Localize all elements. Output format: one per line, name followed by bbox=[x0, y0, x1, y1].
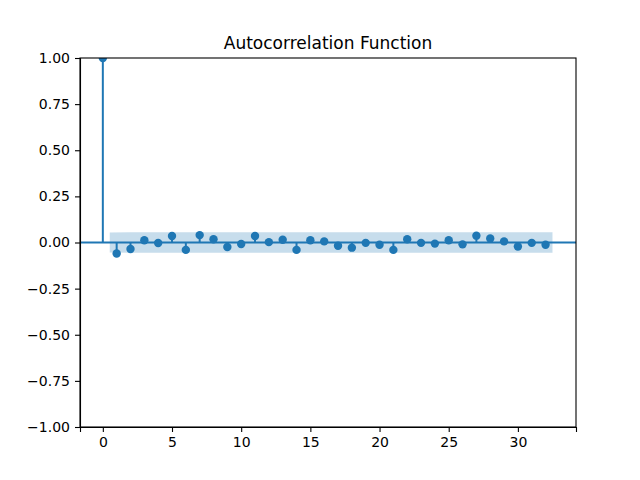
tick: 1.00 bbox=[39, 50, 80, 66]
marker bbox=[168, 232, 176, 240]
tick-mark bbox=[75, 196, 80, 197]
tick: 25 bbox=[440, 427, 458, 450]
marker bbox=[154, 239, 162, 247]
marker bbox=[320, 237, 328, 245]
tick: 0.75 bbox=[39, 96, 80, 112]
marker bbox=[431, 239, 439, 247]
x-axis: 0 5 10 15 20 25 30 bbox=[81, 427, 577, 450]
marker bbox=[472, 231, 480, 239]
marker bbox=[445, 236, 453, 244]
marker bbox=[334, 242, 342, 250]
tick: 0.00 bbox=[39, 234, 80, 250]
frame bbox=[80, 58, 576, 427]
tick-mark bbox=[75, 381, 80, 382]
marker bbox=[140, 236, 148, 244]
tick-mark bbox=[75, 242, 80, 243]
marker bbox=[362, 239, 370, 247]
tick: 0.50 bbox=[39, 142, 80, 158]
tick-label: 0.25 bbox=[39, 188, 70, 204]
marker bbox=[389, 246, 397, 254]
tick-mark bbox=[75, 335, 80, 336]
marker bbox=[265, 238, 273, 246]
tick-mark bbox=[103, 427, 104, 432]
tick: 20 bbox=[371, 427, 389, 450]
marker bbox=[458, 240, 466, 248]
tick-label: −0.25 bbox=[27, 281, 70, 297]
tick-mark bbox=[75, 427, 80, 428]
marker bbox=[514, 242, 522, 250]
tick: −0.75 bbox=[27, 373, 80, 389]
chart: 0 5 10 15 20 25 30 −1.00 −0.75 −0.50 −0.25 0.00 0.25… bbox=[0, 0, 640, 480]
tick: 0 bbox=[99, 427, 108, 450]
marker bbox=[403, 235, 411, 243]
marker bbox=[417, 239, 425, 247]
marker bbox=[237, 240, 245, 248]
tick-mark bbox=[310, 427, 311, 432]
marker bbox=[251, 232, 259, 240]
tick-label: 0.50 bbox=[39, 142, 70, 158]
marker bbox=[528, 239, 536, 247]
tick: 10 bbox=[233, 427, 251, 450]
tick-label: 25 bbox=[440, 434, 458, 450]
tick-mark bbox=[518, 427, 519, 432]
marker bbox=[348, 243, 356, 251]
marker bbox=[375, 241, 383, 249]
tick-label: −0.50 bbox=[27, 327, 70, 343]
tick-mark bbox=[75, 289, 80, 290]
marker bbox=[486, 234, 494, 242]
tick-label: 5 bbox=[168, 434, 177, 450]
tick-mark bbox=[172, 427, 173, 432]
marker bbox=[292, 246, 300, 254]
marker bbox=[112, 249, 120, 257]
marker bbox=[195, 231, 203, 239]
tick: −1.00 bbox=[27, 419, 80, 435]
tick: 0.25 bbox=[39, 188, 80, 204]
marker bbox=[209, 235, 217, 243]
tick-label: 15 bbox=[302, 434, 320, 450]
tick-label: 0.75 bbox=[39, 96, 70, 112]
axis-line bbox=[81, 428, 577, 433]
tick-mark bbox=[75, 104, 80, 105]
tick-label: −0.75 bbox=[27, 373, 70, 389]
marker bbox=[99, 58, 107, 62]
tick: −0.50 bbox=[27, 327, 80, 343]
tick: 15 bbox=[302, 427, 320, 450]
tick: −0.25 bbox=[27, 281, 80, 297]
y-axis: −1.00 −0.75 −0.50 −0.25 0.00 0.25 0.50 0.75 1.00 bbox=[27, 50, 80, 435]
tick-mark bbox=[75, 150, 80, 151]
tick: 30 bbox=[509, 427, 527, 450]
marker bbox=[182, 246, 190, 254]
tick-mark bbox=[241, 427, 242, 432]
tick-mark bbox=[75, 58, 80, 59]
tick-label: 1.00 bbox=[39, 50, 70, 66]
marker bbox=[223, 243, 231, 251]
tick-label: 10 bbox=[233, 434, 251, 450]
tick-mark bbox=[449, 427, 450, 432]
marker bbox=[306, 236, 314, 244]
marker bbox=[541, 241, 549, 249]
tick-label: 0 bbox=[99, 434, 108, 450]
tick-label: −1.00 bbox=[27, 419, 70, 435]
tick: 5 bbox=[168, 427, 177, 450]
title: Autocorrelation Function bbox=[224, 33, 432, 53]
tick-label: 20 bbox=[371, 434, 389, 450]
tick-mark bbox=[379, 427, 380, 432]
marker bbox=[500, 237, 508, 245]
tick-label: 30 bbox=[509, 434, 527, 450]
plot-area bbox=[80, 58, 576, 258]
tick-label: 0.00 bbox=[39, 234, 70, 250]
stem bbox=[102, 58, 104, 243]
marker bbox=[278, 236, 286, 244]
marker bbox=[126, 245, 134, 253]
